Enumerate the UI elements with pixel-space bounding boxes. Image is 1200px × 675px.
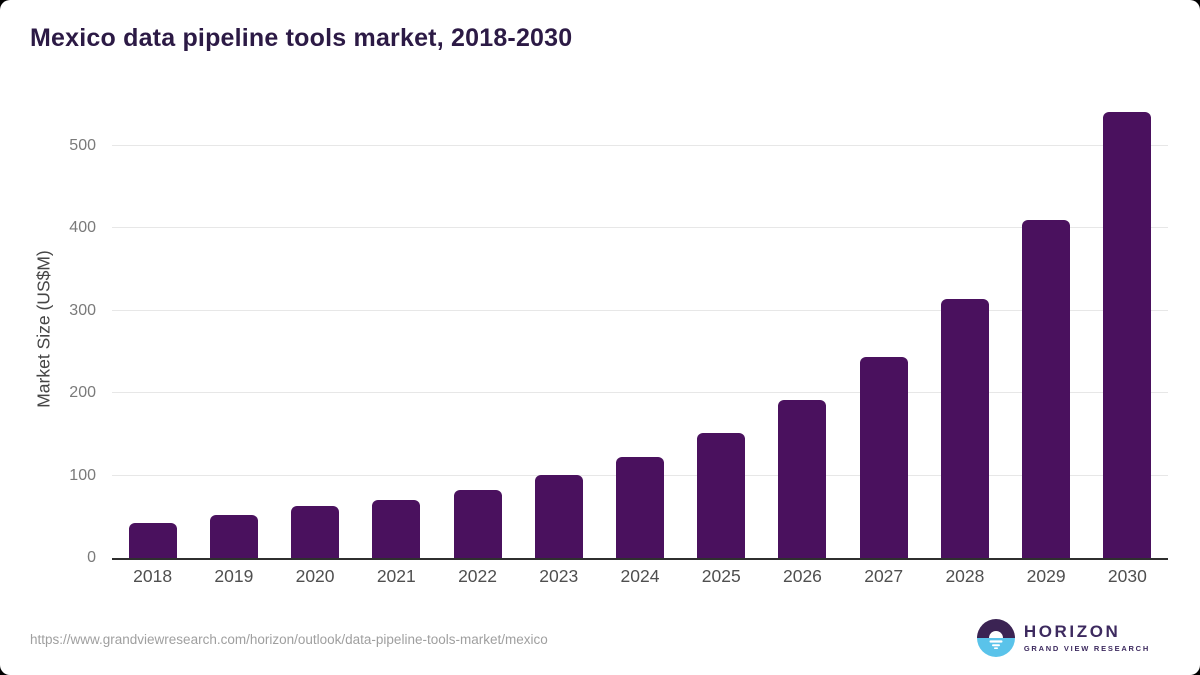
chart-title: Mexico data pipeline tools market, 2018-…	[30, 24, 573, 52]
x-tick-2020: 2020	[295, 566, 335, 586]
x-tick-2019: 2019	[214, 566, 254, 586]
horizon-logo-text: HORIZON GRAND VIEW RESEARCH	[1024, 623, 1150, 653]
bar-2027	[859, 356, 908, 558]
bar-2020	[291, 506, 340, 558]
gridline-200	[112, 392, 1168, 394]
horizon-sun-icon	[976, 619, 1015, 657]
bar-2028	[940, 299, 989, 558]
horizon-logo-name: HORIZON	[1023, 622, 1121, 641]
bar-2019	[209, 515, 258, 558]
y-axis-tick-labels: 0 100 200 300 400 500	[0, 100, 96, 566]
bar-2023	[534, 474, 583, 558]
bar-2026	[778, 399, 827, 558]
horizon-logo: HORIZON GRAND VIEW RESEARCH	[976, 619, 1150, 657]
y-tick-400: 400	[69, 219, 96, 237]
x-tick-2021: 2021	[376, 566, 416, 586]
x-tick-2028: 2028	[945, 566, 985, 586]
y-tick-0: 0	[87, 549, 96, 566]
y-tick-100: 100	[69, 466, 96, 484]
x-tick-2030: 2030	[1107, 566, 1147, 586]
bar-2021	[372, 500, 421, 558]
x-tick-2025: 2025	[701, 566, 741, 586]
bar-2030	[1103, 112, 1152, 558]
x-tick-2026: 2026	[782, 566, 822, 586]
bar-2022	[453, 489, 502, 558]
x-tick-2027: 2027	[864, 566, 904, 586]
source-url: https://www.grandviewresearch.com/horizo…	[30, 632, 548, 647]
bar-2018	[128, 522, 177, 558]
y-tick-200: 200	[69, 384, 96, 402]
y-tick-300: 300	[69, 301, 96, 319]
x-tick-2018: 2018	[133, 566, 173, 586]
x-tick-2023: 2023	[539, 566, 579, 586]
x-tick-2029: 2029	[1026, 566, 1066, 586]
bar-2029	[1022, 220, 1071, 558]
x-axis-tick-labels: 2018 2019 2020 2021 2022 2023 2024 2025 2026 2027…	[112, 566, 1168, 592]
bar-2024	[616, 456, 664, 558]
x-tick-2024: 2024	[620, 566, 660, 586]
horizon-logo-subtitle: GRAND VIEW RESEARCH	[1023, 644, 1150, 653]
bar-2025	[697, 432, 746, 558]
y-tick-500: 500	[69, 137, 96, 154]
x-tick-2022: 2022	[458, 566, 497, 586]
gridline-300	[112, 309, 1168, 311]
plot-area	[112, 100, 1168, 560]
gridline-400	[112, 227, 1168, 229]
gridline-500	[112, 145, 1168, 146]
